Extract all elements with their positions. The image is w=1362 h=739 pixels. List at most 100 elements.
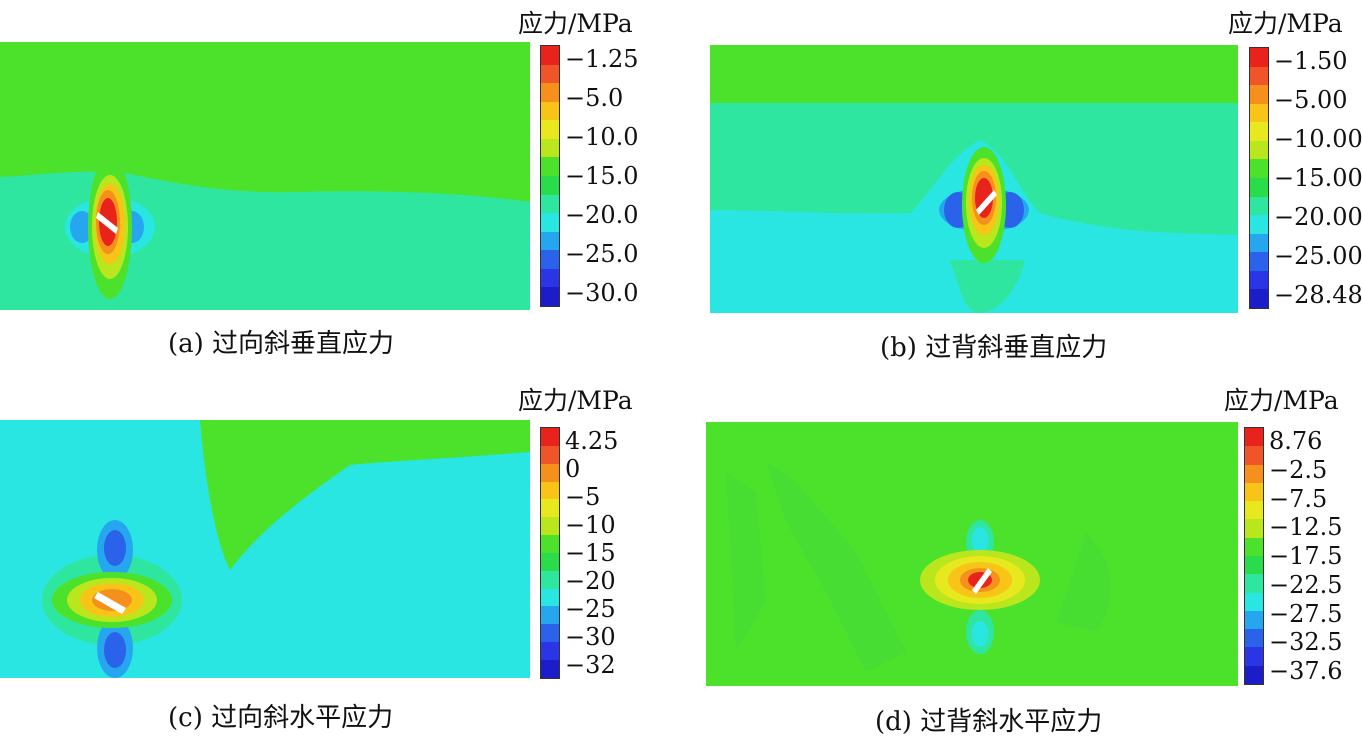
colorbar-segment [1250,289,1268,308]
colorbar-segment [1245,464,1263,483]
colorbar-segment [1250,252,1268,271]
colorbar-segment [1250,103,1268,123]
colorbar [540,427,560,679]
caption: (b) 过背斜垂直应力 [880,333,1108,363]
colorbar-segment [541,138,559,158]
colorbar-segment [541,481,559,500]
stress-contour-plot-d [706,422,1238,686]
colorbar-segment [1250,215,1268,234]
colorbar-segment [541,46,559,65]
colorbar [1249,47,1269,309]
colorbar-tick-label: −12.5 [1269,513,1343,542]
colorbar-segment [1250,233,1268,253]
colorbar-tick-label: −5.0 [565,84,624,112]
colorbar-segment [541,120,559,139]
colorbar-segment [1245,574,1263,593]
colorbar-tick-label: −28.48 [1274,281,1362,309]
colorbar-tick-label: 8.76 [1269,427,1323,455]
colorbar-segment [1245,610,1263,630]
unit-label: 应力/MPa [518,386,633,415]
colorbar-segment [1245,537,1263,556]
colorbar-segment [1245,647,1263,666]
caption: (d) 过背斜水平应力 [875,707,1103,737]
unit-label: 应力/MPa [518,9,633,38]
colorbar-tick-label: −25.0 [565,240,639,268]
colorbar-segment [1245,665,1263,684]
colorbar-tick-label: 4.25 [565,427,619,455]
colorbar-segment [1245,519,1263,538]
colorbar-segment [1250,159,1268,178]
colorbar-tick-label: −20.00 [1274,203,1362,231]
colorbar-segment [541,499,559,518]
colorbar-tick-label: −25 [565,595,616,623]
colorbar-segment [541,213,559,232]
colorbar-segment [541,588,559,607]
colorbar-segment [541,624,559,643]
colorbar-segment [541,101,559,121]
colorbar-tick-label: −22.5 [1269,570,1343,599]
colorbar-tick-label: −20.0 [565,201,639,229]
colorbar-tick-label: −10.0 [565,123,639,151]
colorbar-segment [1250,48,1268,67]
colorbar-segment [1250,122,1268,141]
unit-label: 应力/MPa [1228,9,1343,38]
colorbar-segment [1245,501,1263,520]
colorbar-tick-label: −30.0 [565,279,639,307]
colorbar-tick-label: −15 [565,539,616,567]
colorbar-segment [541,175,559,195]
colorbar-tick-label: 0 [565,455,581,483]
colorbar-tick-label: −10.00 [1274,125,1362,153]
colorbar-segment [541,570,559,589]
colorbar-segment [1245,446,1263,465]
colorbar-segment [541,463,559,482]
colorbar-segment [541,268,559,288]
colorbar-tick-label: −15.0 [565,162,639,190]
stress-contour-plot-b [710,45,1238,313]
colorbar-segment [541,642,559,660]
colorbar-segment [1245,629,1263,648]
colorbar-segment [541,83,559,102]
colorbar-tick-label: −5 [565,483,601,511]
colorbar-tick-label: −27.5 [1269,599,1343,628]
colorbar-segment [1250,196,1268,216]
colorbar-tick-label: −20 [565,567,616,595]
colorbar-segment [1250,66,1268,86]
colorbar-segment [1245,555,1263,575]
colorbar-tick-label: −1.25 [565,45,639,73]
colorbar-segment [541,535,559,553]
colorbar-tick-label: −25.00 [1274,242,1362,270]
colorbar-segment [541,250,559,269]
colorbar-tick-label: −37.6 [1269,657,1343,685]
caption: (c) 过向斜水平应力 [168,703,394,733]
colorbar-tick-label: −32 [565,651,616,679]
colorbar-tick-label: −10 [565,511,616,539]
colorbar-tick-label: −7.5 [1269,484,1328,513]
colorbar-tick-label: −5.00 [1274,86,1348,114]
colorbar-segment [541,231,559,251]
colorbar-segment [541,659,559,678]
caption: (a) 过向斜垂直应力 [168,329,395,359]
colorbar-segment [1245,428,1263,447]
colorbar-segment [1250,270,1268,290]
colorbar [1244,427,1264,685]
colorbar-segment [541,445,559,464]
colorbar-segment [541,428,559,446]
colorbar-segment [541,606,559,625]
colorbar-segment [541,287,559,306]
colorbar [540,45,560,307]
colorbar-tick-label: −1.50 [1274,47,1348,75]
unit-label: 应力/MPa [1224,386,1339,415]
stress-contour-plot-a [0,42,530,310]
colorbar-segment [1250,140,1268,160]
colorbar-segment [541,64,559,84]
colorbar-tick-label: −30 [565,623,616,651]
colorbar-segment [1250,85,1268,104]
colorbar-segment [1245,592,1263,611]
colorbar-tick-label: −15.00 [1274,164,1362,192]
colorbar-segment [1250,177,1268,197]
stress-contour-plot-c [0,420,530,678]
colorbar-segment [1245,482,1263,502]
colorbar-segment [541,552,559,571]
colorbar-segment [541,517,559,536]
colorbar-tick-label: −32.5 [1269,628,1343,657]
